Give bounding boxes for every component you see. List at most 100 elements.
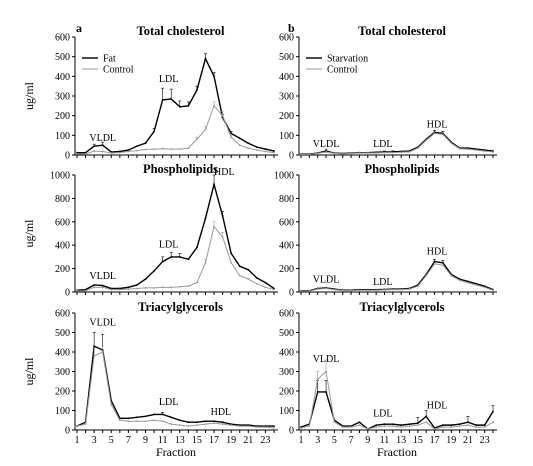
data-point	[238, 144, 241, 147]
x-tick-label: 3	[92, 435, 97, 446]
data-point	[127, 150, 130, 153]
x-tick-label: 15	[413, 435, 423, 446]
data-point	[153, 287, 155, 289]
data-point	[383, 423, 386, 426]
y-tick-label: 600	[55, 309, 70, 320]
data-point	[93, 286, 96, 289]
y-axis-label: ug/ml	[22, 219, 36, 248]
data-point	[247, 142, 250, 145]
data-point	[475, 426, 478, 428]
data-point	[204, 128, 207, 131]
data-point	[187, 147, 190, 150]
data-point	[383, 151, 386, 154]
series-line-control	[301, 263, 494, 292]
annotation-hdl: HDL	[211, 407, 232, 418]
y-tick-label: 0	[289, 426, 294, 437]
annotation-vldl: VLDL	[313, 275, 340, 286]
y-tick-label: 600	[279, 217, 294, 228]
x-tick-label: 3	[315, 435, 320, 446]
data-point	[84, 423, 87, 426]
y-tick-label: 200	[279, 111, 294, 122]
series-line-starvation	[300, 391, 494, 430]
data-point	[255, 149, 258, 151]
data-point	[161, 286, 164, 289]
annotation-ldl: LDL	[373, 408, 392, 419]
data-point	[170, 286, 173, 289]
data-point	[76, 425, 78, 427]
y-tick-label: 100	[279, 406, 294, 417]
data-point	[196, 281, 198, 284]
data-point	[221, 236, 224, 238]
data-point	[350, 289, 352, 292]
x-tick-label: 21	[463, 435, 473, 446]
data-point	[264, 148, 267, 151]
data-point	[153, 413, 155, 416]
data-point	[221, 215, 224, 217]
x-tick-label: 13	[396, 435, 406, 446]
x-tick-label: 11	[158, 435, 168, 446]
data-point	[366, 152, 369, 154]
data-point	[273, 150, 275, 152]
data-point	[358, 152, 361, 154]
chart-title: Total cholesterol	[137, 24, 225, 38]
y-tick-label: 500	[55, 52, 70, 63]
y-tick-label: 200	[279, 387, 294, 398]
data-point	[93, 284, 96, 286]
data-point	[238, 137, 241, 140]
series-line-control	[300, 132, 494, 155]
data-point	[416, 285, 419, 288]
data-point	[492, 421, 494, 424]
data-point	[153, 419, 155, 422]
series-control	[76, 345, 275, 429]
data-point	[101, 286, 104, 289]
y-tick-label: 0	[65, 151, 70, 162]
data-point	[458, 147, 461, 150]
data-point	[127, 149, 130, 151]
data-point	[101, 284, 104, 287]
data-point	[458, 279, 461, 282]
series-line-control	[300, 370, 494, 430]
x-tick-label: 13	[175, 435, 185, 446]
data-point	[264, 150, 267, 153]
data-point	[416, 424, 419, 427]
chart-panel-b-3: 0 200 400 600 800 1000 Phospholipids VLDL LDL HDL	[274, 162, 497, 299]
data-point	[161, 420, 164, 423]
data-point	[136, 287, 138, 290]
y-tick-label: 300	[279, 92, 294, 103]
data-point	[230, 252, 233, 255]
panels: 0 100 200 300 400 500 600 Total cholesterol VLDL…	[22, 24, 497, 459]
data-point	[300, 290, 302, 292]
annotation-hdl: HDL	[214, 167, 235, 178]
data-point	[333, 152, 336, 155]
y-tick-label: 500	[279, 328, 294, 339]
data-point	[118, 419, 121, 422]
data-point	[101, 150, 104, 153]
data-point	[316, 288, 319, 290]
data-point	[400, 426, 403, 428]
y-tick-label: 400	[55, 348, 70, 359]
annotation-vldl: VLDL	[89, 133, 116, 144]
x-tick-label: 23	[480, 435, 490, 446]
y-tick-label: 500	[279, 52, 294, 63]
annotation-hdl: HDL	[427, 119, 448, 130]
data-point	[153, 270, 155, 272]
annotation-ldl: LDL	[373, 139, 392, 150]
data-point	[458, 425, 461, 427]
data-point	[76, 151, 78, 154]
data-point	[230, 261, 233, 264]
data-point	[467, 281, 469, 284]
data-point	[144, 415, 147, 418]
x-tick-label: 5	[332, 435, 337, 446]
data-point	[136, 420, 138, 423]
data-point	[238, 265, 241, 268]
data-point	[93, 150, 96, 152]
data-point	[375, 289, 378, 292]
legend-label-starvation: Starvation	[327, 54, 368, 65]
data-point	[492, 151, 494, 153]
y-tick-label: 400	[279, 348, 294, 359]
y-tick-label: 200	[55, 387, 70, 398]
y-tick-label: 200	[55, 111, 70, 122]
data-point	[425, 421, 428, 424]
y-tick-label: 400	[55, 241, 70, 252]
data-point	[375, 424, 378, 427]
